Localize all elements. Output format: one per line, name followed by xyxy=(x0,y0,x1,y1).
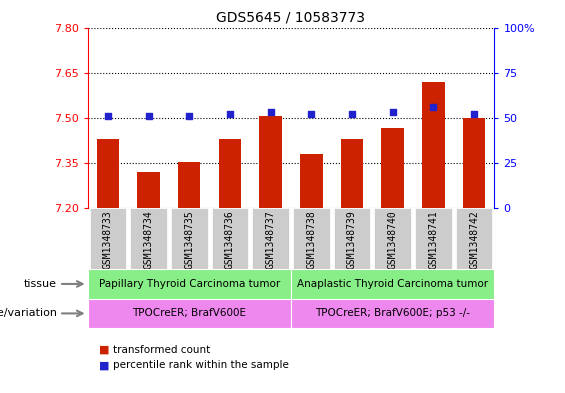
Bar xyxy=(291,299,494,328)
Bar xyxy=(422,82,445,208)
Point xyxy=(103,113,112,119)
Bar xyxy=(131,208,167,269)
Point xyxy=(470,111,479,118)
Bar xyxy=(88,299,291,328)
Point xyxy=(429,104,438,110)
Text: Anaplastic Thyroid Carcinoma tumor: Anaplastic Thyroid Carcinoma tumor xyxy=(297,279,488,289)
Text: GSM1348739: GSM1348739 xyxy=(347,210,357,269)
Bar xyxy=(300,154,323,208)
Bar xyxy=(381,129,404,208)
Text: GSM1348736: GSM1348736 xyxy=(225,210,235,269)
Bar xyxy=(97,139,119,208)
Bar xyxy=(456,208,492,269)
Point xyxy=(388,109,397,116)
Text: GSM1348737: GSM1348737 xyxy=(266,210,276,269)
Bar xyxy=(88,269,291,299)
Point xyxy=(144,113,153,119)
Text: transformed count: transformed count xyxy=(113,345,210,355)
Text: GSM1348740: GSM1348740 xyxy=(388,210,398,269)
Point xyxy=(347,111,357,118)
Bar xyxy=(334,208,370,269)
Bar xyxy=(137,172,160,208)
Text: TPOCreER; BrafV600E; p53 -/-: TPOCreER; BrafV600E; p53 -/- xyxy=(315,309,470,318)
Point xyxy=(266,109,275,116)
Text: GSM1348742: GSM1348742 xyxy=(469,210,479,269)
Title: GDS5645 / 10583773: GDS5645 / 10583773 xyxy=(216,11,366,25)
Bar xyxy=(375,208,411,269)
Text: GSM1348734: GSM1348734 xyxy=(144,210,154,269)
Text: ■: ■ xyxy=(99,360,110,371)
Bar xyxy=(291,269,494,299)
Point xyxy=(185,113,194,119)
Bar xyxy=(293,208,329,269)
Text: GSM1348733: GSM1348733 xyxy=(103,210,113,269)
Bar xyxy=(90,208,126,269)
Point xyxy=(225,111,234,118)
Bar xyxy=(341,139,363,208)
Text: ■: ■ xyxy=(99,345,110,355)
Text: GSM1348735: GSM1348735 xyxy=(184,210,194,269)
Bar xyxy=(219,139,241,208)
Text: TPOCreER; BrafV600E: TPOCreER; BrafV600E xyxy=(132,309,246,318)
Bar xyxy=(463,118,485,208)
Text: GSM1348738: GSM1348738 xyxy=(306,210,316,269)
Point xyxy=(307,111,316,118)
Text: percentile rank within the sample: percentile rank within the sample xyxy=(113,360,289,371)
Text: Papillary Thyroid Carcinoma tumor: Papillary Thyroid Carcinoma tumor xyxy=(99,279,280,289)
Bar xyxy=(253,208,289,269)
Text: tissue: tissue xyxy=(24,279,57,289)
Bar xyxy=(212,208,248,269)
Text: GSM1348741: GSM1348741 xyxy=(428,210,438,269)
Text: genotype/variation: genotype/variation xyxy=(0,309,57,318)
Bar xyxy=(178,162,201,208)
Bar xyxy=(171,208,207,269)
Bar xyxy=(259,116,282,208)
Bar xyxy=(415,208,451,269)
